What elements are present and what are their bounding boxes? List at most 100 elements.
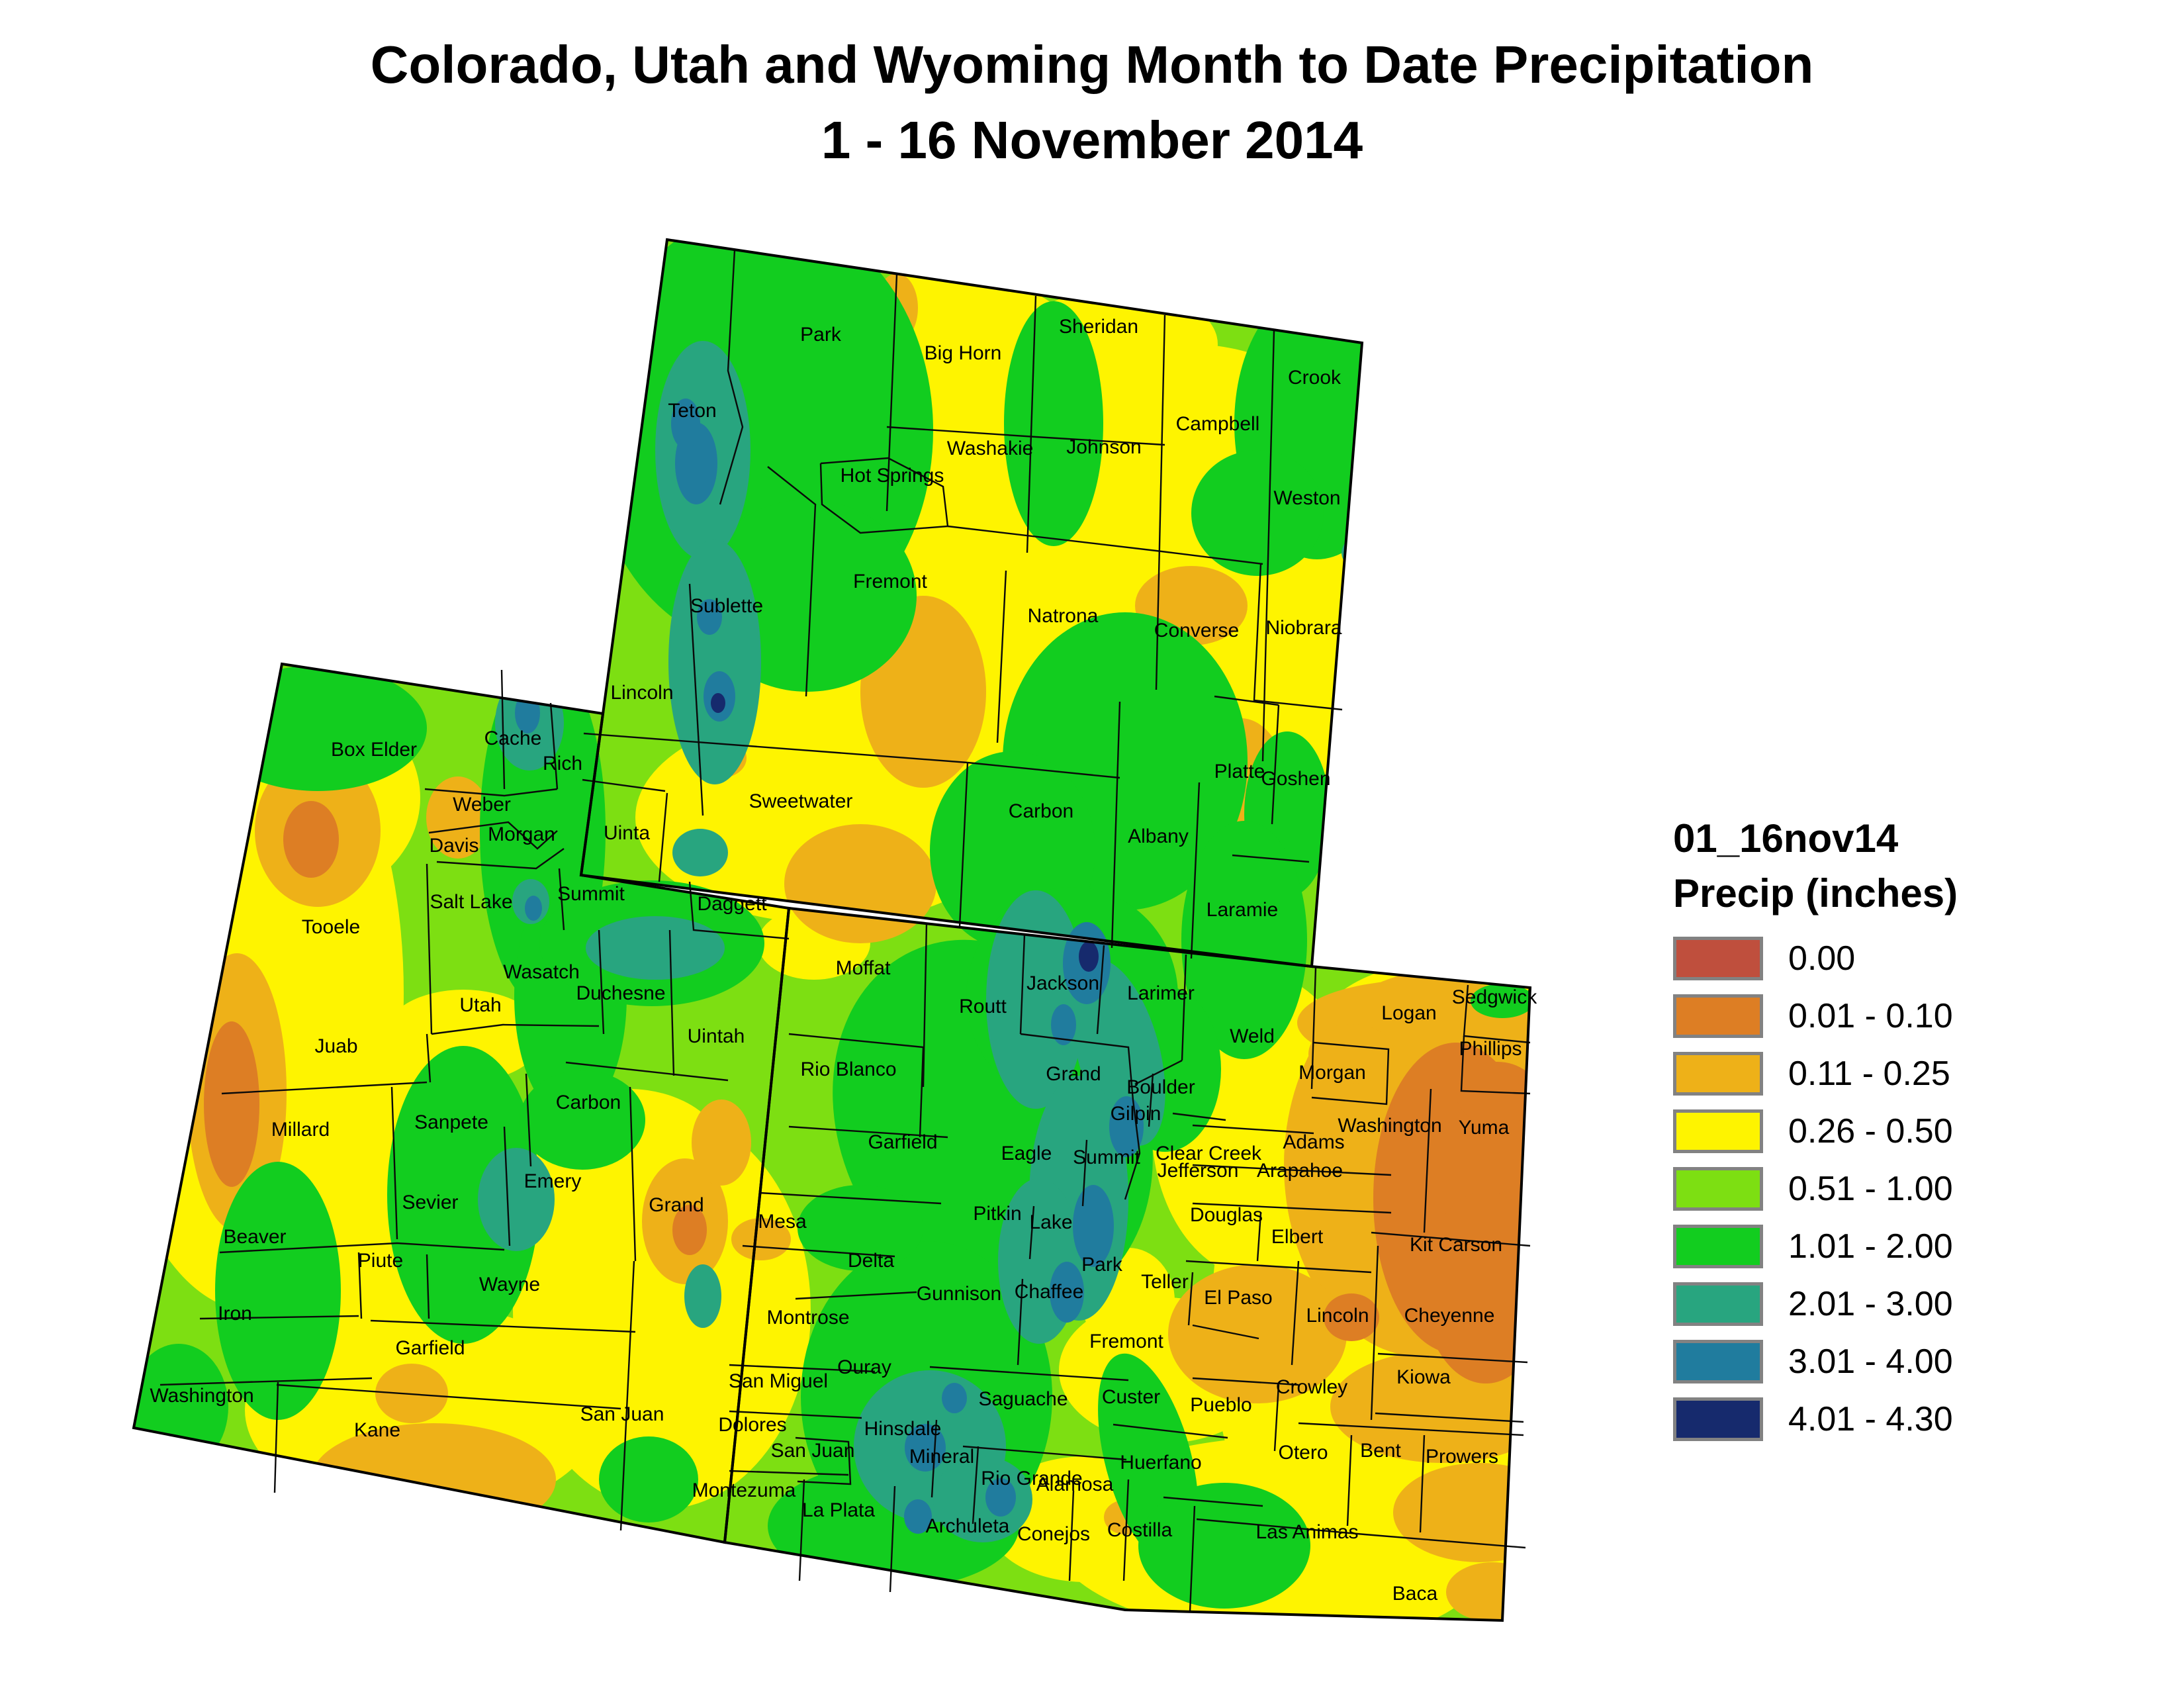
county-label: Garfield bbox=[868, 1131, 937, 1153]
legend-item: 0.01 - 0.10 bbox=[1673, 994, 2097, 1038]
county-label: Crook bbox=[1288, 367, 1342, 389]
county-boundary-line bbox=[390, 1086, 398, 1240]
county-boundary-line bbox=[729, 1364, 876, 1373]
county-boundary-line bbox=[788, 1125, 948, 1139]
county-label: Conejos bbox=[1017, 1523, 1090, 1545]
county-label: Mesa bbox=[758, 1211, 807, 1233]
county-label: Fremont bbox=[853, 571, 927, 592]
county-label: Lincoln bbox=[610, 682, 673, 704]
county-boundary-line bbox=[219, 1242, 505, 1254]
county-label: Sanpete bbox=[414, 1111, 488, 1133]
county-label: San Juan bbox=[771, 1440, 855, 1462]
county-boundary-line bbox=[565, 1061, 729, 1082]
precip-blob-green bbox=[599, 1436, 698, 1523]
legend-units-title: Precip (inches) bbox=[1673, 871, 1958, 915]
county-label: Adams bbox=[1283, 1131, 1344, 1153]
county-boundary-line bbox=[1122, 1479, 1130, 1581]
county-boundary-line bbox=[958, 762, 969, 927]
county-boundary-line bbox=[962, 1445, 1127, 1461]
county-boundary-line bbox=[276, 1383, 621, 1410]
county-label: Sweetwater bbox=[749, 790, 853, 812]
legend-item: 3.01 - 4.00 bbox=[1673, 1340, 2097, 1383]
precip-blob-amber bbox=[311, 1423, 556, 1536]
county-boundary-line bbox=[424, 788, 558, 797]
county-label: Custer bbox=[1102, 1386, 1160, 1408]
county-label: Piute bbox=[358, 1250, 403, 1272]
county-label: Uinta bbox=[604, 822, 650, 844]
county-boundary-line bbox=[1214, 695, 1279, 706]
county-boundary-line bbox=[1189, 1505, 1196, 1613]
county-boundary-line bbox=[1423, 1088, 1432, 1233]
county-label: Huerfano bbox=[1120, 1452, 1201, 1474]
county-label: Sedgwick bbox=[1452, 986, 1537, 1008]
county-label: Gilpin bbox=[1111, 1103, 1161, 1125]
legend-item: 0.11 - 0.25 bbox=[1673, 1052, 2097, 1096]
county-boundary-line bbox=[431, 1023, 600, 1035]
county-label: San Miguel bbox=[729, 1370, 828, 1392]
county-boundary-line bbox=[1017, 1278, 1024, 1366]
precip-blob-orange bbox=[1324, 1293, 1379, 1341]
county-label: Prowers bbox=[1426, 1446, 1498, 1468]
county-boundary-line bbox=[1419, 1434, 1426, 1533]
legend-item: 0.51 - 1.00 bbox=[1673, 1167, 2097, 1211]
county-label: Fremont bbox=[1089, 1331, 1163, 1352]
county-boundary-line bbox=[1196, 1518, 1526, 1549]
county-boundary-line bbox=[436, 848, 565, 870]
legend-swatch bbox=[1673, 994, 1763, 1038]
legend-rows: 0.00 0.01 - 0.10 0.11 - 0.25 0.26 - 0.50 0.5… bbox=[1673, 937, 2097, 1441]
legend-item: 0.00 bbox=[1673, 937, 2097, 980]
county-boundary-line bbox=[919, 1047, 925, 1138]
county-label: Jackson bbox=[1026, 972, 1099, 994]
precip-blob-steel bbox=[942, 1383, 967, 1413]
county-label: Grand bbox=[649, 1194, 704, 1216]
county-label: Kane bbox=[354, 1419, 400, 1441]
precip-blob-steel bbox=[1051, 1004, 1076, 1045]
county-boundary-line bbox=[159, 1377, 373, 1386]
county-boundary-line bbox=[929, 1366, 1129, 1382]
county-boundary-line bbox=[729, 1470, 849, 1476]
county-labels-colorado: Moffat Jackson Larimer Routt Logan Sedgwick Ph… bbox=[692, 957, 1538, 1605]
county-label: Morgan bbox=[488, 823, 555, 845]
county-boundary-line bbox=[1020, 1033, 1134, 1101]
county-boundary-line bbox=[221, 1081, 428, 1095]
county-label: Teller bbox=[1141, 1271, 1189, 1293]
county-boundary-line bbox=[1311, 1041, 1390, 1105]
county-boundary-line bbox=[1232, 854, 1310, 863]
precip-blob-green bbox=[1004, 301, 1103, 546]
county-boundary-line bbox=[1081, 1139, 1088, 1207]
county-label: Larimer bbox=[1127, 982, 1195, 1004]
legend-range-label: 4.01 - 4.30 bbox=[1788, 1400, 1953, 1438]
county-label: Johnson bbox=[1066, 436, 1141, 458]
county-boundary-line bbox=[1271, 704, 1280, 825]
county-label: Big Horn bbox=[925, 342, 1002, 364]
county-label: Converse bbox=[1154, 620, 1239, 641]
legend-swatch bbox=[1673, 1340, 1763, 1383]
county-boundary-line bbox=[795, 1291, 917, 1300]
legend-swatch bbox=[1673, 1397, 1763, 1441]
precip-blob-green bbox=[520, 1070, 645, 1170]
county-boundary-line bbox=[426, 863, 433, 1035]
precip-blob-green bbox=[387, 1046, 539, 1344]
legend-range-label: 0.00 bbox=[1788, 939, 1856, 978]
county-boundary-line bbox=[742, 1244, 895, 1258]
county-boundary-line bbox=[1068, 1490, 1075, 1581]
map-title-line1: Colorado, Utah and Wyoming Month to Date… bbox=[370, 35, 1814, 94]
county-boundary-line bbox=[525, 1073, 532, 1167]
county-label: Goshen bbox=[1261, 768, 1330, 790]
county-label: Summit bbox=[557, 883, 625, 905]
county-label: Hinsdale bbox=[864, 1418, 942, 1440]
county-label: Eagle bbox=[1001, 1143, 1052, 1164]
county-label: Phillips bbox=[1459, 1038, 1522, 1060]
county-label: Wayne bbox=[479, 1274, 540, 1295]
county-label: Gunnison bbox=[917, 1283, 1001, 1305]
county-boundary-line bbox=[668, 929, 675, 1076]
county-boundary-line bbox=[1370, 1245, 1379, 1421]
county-boundary-line bbox=[1375, 1412, 1524, 1423]
legend-swatch bbox=[1673, 1109, 1763, 1153]
county-label: Box Elder bbox=[331, 739, 417, 761]
county-label: Ouray bbox=[837, 1356, 891, 1378]
state-border-colorado bbox=[723, 906, 1532, 1622]
county-boundary-line bbox=[558, 868, 565, 931]
